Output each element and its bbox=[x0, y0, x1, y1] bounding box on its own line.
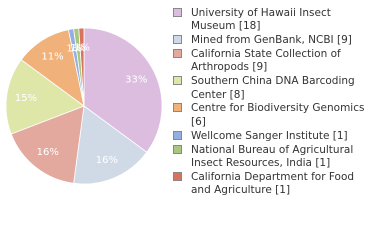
legend-swatch bbox=[173, 144, 182, 154]
slice-label: 33% bbox=[125, 75, 147, 86]
legend-swatch bbox=[173, 8, 182, 17]
legend-item: Mined from GenBank, NCBI [9] bbox=[173, 34, 375, 47]
slice-label: 1% bbox=[66, 43, 82, 54]
legend-item: Southern China DNA Barcoding Center [8] bbox=[173, 75, 375, 102]
legend-swatch bbox=[173, 171, 182, 181]
legend-label: Mined from GenBank, NCBI [9] bbox=[191, 34, 352, 47]
legend-item: California Department for Food and Agric… bbox=[173, 171, 375, 198]
legend-swatch bbox=[173, 130, 182, 140]
legend-swatch bbox=[173, 49, 182, 59]
slice-label: 15% bbox=[15, 93, 37, 104]
legend-label: University of Hawaii Insect Museum [18] bbox=[191, 7, 331, 33]
legend-swatch bbox=[173, 35, 182, 45]
pie-slice bbox=[78, 27, 85, 107]
legend-label: California State Collection of Arthropod… bbox=[191, 48, 341, 74]
pie-slice bbox=[10, 105, 85, 184]
slice-label: 16% bbox=[37, 147, 59, 158]
legend-item: California State Collection of Arthropod… bbox=[173, 48, 375, 75]
pie-slice bbox=[5, 59, 85, 135]
legend-label: Southern China DNA Barcoding Center [8] bbox=[191, 75, 355, 101]
slice-label: 11% bbox=[41, 52, 63, 63]
legend-label: Wellcome Sanger Institute [1] bbox=[191, 129, 348, 142]
pie-slice bbox=[73, 105, 148, 185]
slice-label: 16% bbox=[96, 155, 118, 166]
legend-label: Centre for Biodiversity Genomics [6] bbox=[191, 102, 365, 128]
legend-item: Wellcome Sanger Institute [1] bbox=[173, 130, 375, 143]
legend: University of Hawaii Insect Museum [18] M… bbox=[173, 7, 375, 198]
legend-item: National Bureau of Agricultural Insect R… bbox=[173, 144, 375, 171]
legend-swatch bbox=[173, 76, 182, 86]
slice-label: 1% bbox=[70, 43, 86, 54]
legend-label: California Department for Food and Agric… bbox=[191, 170, 355, 197]
legend-item: Centre for Biodiversity Genomics [6] bbox=[173, 102, 375, 129]
legend-swatch bbox=[173, 103, 182, 113]
slice-label: 1% bbox=[74, 43, 90, 54]
pie-slice bbox=[83, 27, 163, 153]
pie-chart: 33%16%16%15%11%1%1%1% bbox=[5, 27, 163, 185]
legend-label: National Bureau of Agricultural Insect R… bbox=[191, 143, 354, 169]
legend-item: University of Hawaii Insect Museum [18] bbox=[173, 7, 375, 34]
